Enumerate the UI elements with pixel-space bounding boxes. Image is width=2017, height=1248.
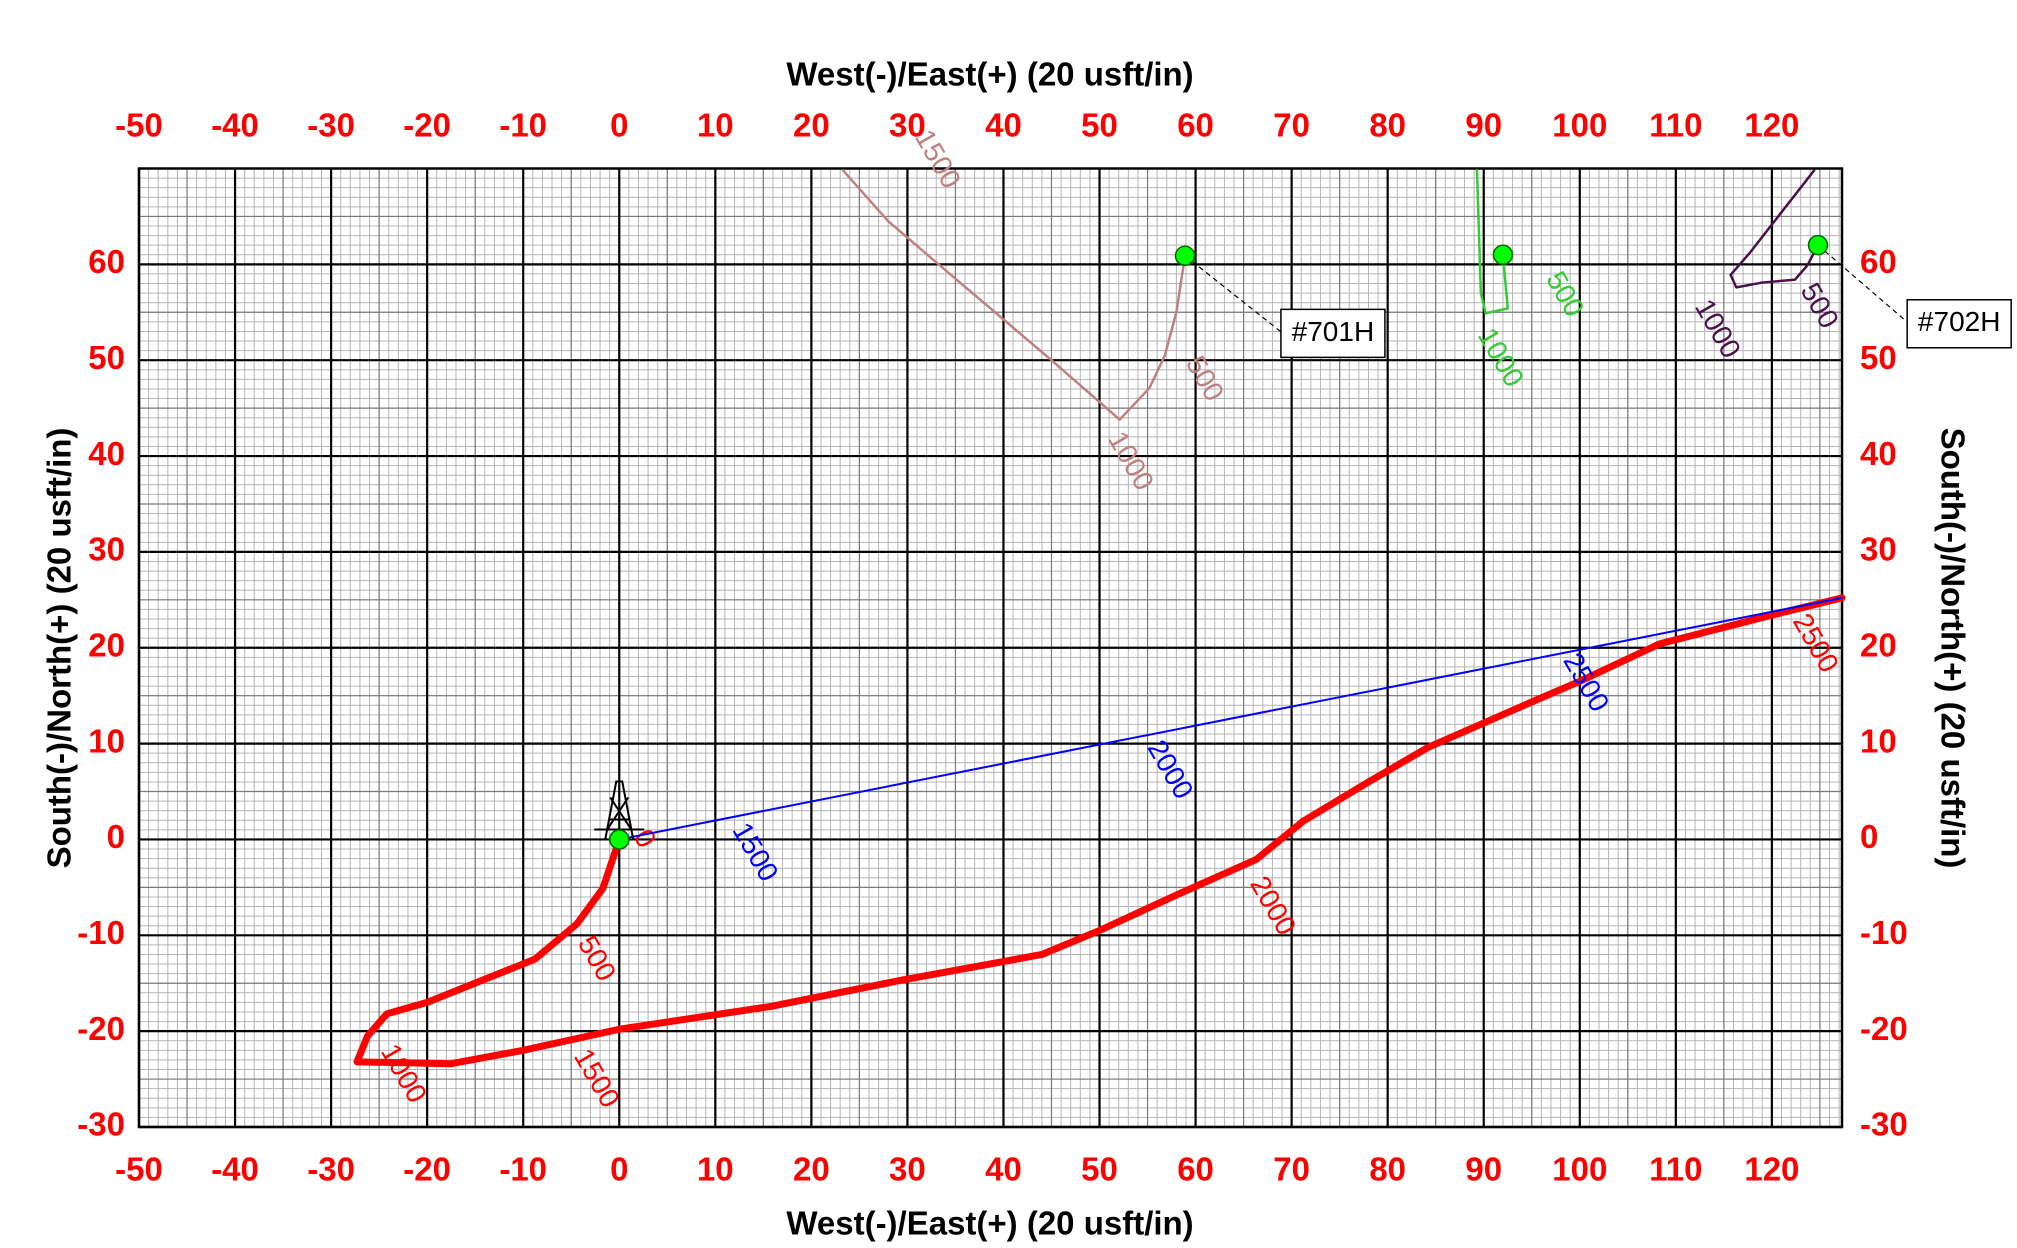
well-path [1475, 169, 1509, 315]
x-tick-label-top: 50 [1081, 107, 1118, 144]
x-tick-label-top: 0 [610, 107, 628, 144]
y-tick-label-right: 20 [1860, 626, 1897, 663]
x-tick-label-top: 30 [889, 107, 926, 144]
x-tick-label-bottom: 30 [889, 1151, 926, 1188]
y-tick-label-left: -20 [77, 1010, 125, 1047]
target-marker [609, 829, 630, 850]
x-tick-label-bottom: 40 [985, 1151, 1022, 1188]
x-tick-label-bottom: 10 [697, 1151, 734, 1188]
y-tick-label-right: 30 [1860, 531, 1897, 568]
x-tick-label-top: 10 [697, 107, 734, 144]
well-path [353, 594, 1846, 1068]
x-tick-label-top: 60 [1177, 107, 1214, 144]
depth-label: 1000 [1689, 294, 1747, 363]
x-tick-label-top: -40 [211, 107, 259, 144]
depth-label: 500 [1795, 277, 1845, 333]
target-marker [1807, 234, 1829, 256]
x-tick-label-bottom: -50 [115, 1151, 163, 1188]
x-tick-label-bottom: 60 [1177, 1151, 1214, 1188]
x-axis-title-top: West(-)/East(+) (20 usft/in) [786, 56, 1193, 93]
depth-label: 1000 [375, 1039, 433, 1108]
y-tick-label-left: -10 [77, 914, 125, 951]
depth-label: 500 [1180, 350, 1230, 406]
rig-derrick [594, 780, 645, 840]
target-marker [1492, 244, 1514, 266]
x-axis-title-bottom: West(-)/East(+) (20 usft/in) [786, 1205, 1193, 1242]
x-tick-label-bottom: -10 [499, 1151, 547, 1188]
well-path [841, 169, 1187, 421]
x-tick-label-bottom: 90 [1465, 1151, 1502, 1188]
y-tick-label-left: 30 [88, 531, 125, 568]
leader-line [1184, 255, 1284, 334]
x-tick-label-top: -20 [403, 107, 451, 144]
x-tick-label-bottom: 20 [793, 1151, 830, 1188]
y-tick-label-right: 60 [1860, 243, 1897, 280]
y-tick-label-left: 10 [88, 722, 125, 759]
y-tick-label-right: 40 [1860, 435, 1897, 472]
depth-label: 1500 [909, 124, 967, 193]
well-label: #701H [1292, 316, 1375, 347]
y-tick-label-right: 50 [1860, 339, 1897, 376]
target-marker [1174, 245, 1196, 266]
x-tick-label-top: 110 [1649, 107, 1702, 144]
y-tick-label-right: 0 [1860, 818, 1878, 855]
y-tick-label-left: -30 [77, 1106, 125, 1143]
x-tick-label-bottom: 80 [1369, 1151, 1406, 1188]
x-tick-label-top: 120 [1744, 107, 1799, 144]
depth-label: 2500 [1557, 647, 1615, 716]
x-tick-label-bottom: 70 [1273, 1151, 1310, 1188]
x-tick-label-top: 70 [1273, 107, 1310, 144]
x-tick-label-bottom: 0 [610, 1151, 628, 1188]
x-tick-label-bottom: 120 [1744, 1151, 1799, 1188]
well-path [1729, 169, 1820, 289]
y-tick-label-right: 10 [1860, 722, 1897, 759]
y-tick-label-left: 50 [88, 339, 125, 376]
plot-frame [137, 167, 1844, 1129]
leader-line [1817, 244, 1910, 325]
x-tick-label-top: -50 [115, 107, 163, 144]
y-tick-label-right: -20 [1860, 1010, 1908, 1047]
x-tick-label-bottom: -20 [403, 1151, 451, 1188]
depth-label: 1500 [727, 817, 785, 886]
x-tick-label-top: 20 [793, 107, 830, 144]
depth-label: 500 [572, 930, 622, 986]
well-label: #702H [1918, 306, 2001, 337]
y-tick-label-left: 40 [88, 435, 125, 472]
y-axis-title-right: South(-)/North(+) (20 usft/in) [1934, 428, 1971, 869]
well-label-box [1280, 308, 1386, 359]
x-tick-label-top: 80 [1369, 107, 1406, 144]
x-tick-label-bottom: -30 [307, 1151, 355, 1188]
x-tick-label-top: 90 [1465, 107, 1502, 144]
x-tick-label-bottom: -40 [211, 1151, 259, 1188]
y-tick-label-left: 20 [88, 626, 125, 663]
x-tick-label-top: 100 [1552, 107, 1607, 144]
y-tick-label-left: 0 [107, 818, 125, 855]
x-tick-label-top: 40 [985, 107, 1022, 144]
depth-label: 2000 [1142, 735, 1200, 804]
x-tick-label-top: -10 [499, 107, 547, 144]
y-tick-label-right: -10 [1860, 914, 1908, 951]
rig-icon [594, 780, 645, 840]
depth-label: 1000 [1472, 323, 1530, 392]
well-label-box [1906, 299, 2012, 349]
x-tick-label-top: -30 [307, 107, 355, 144]
y-tick-label-left: 60 [88, 243, 125, 280]
y-axis-title-left: South(-)/North(+) (20 usft/in) [41, 428, 78, 869]
x-tick-label-bottom: 50 [1081, 1151, 1118, 1188]
depth-label: 1500 [568, 1043, 626, 1112]
x-tick-label-bottom: 110 [1649, 1151, 1702, 1188]
x-tick-label-bottom: 100 [1552, 1151, 1607, 1188]
well-path [618, 596, 1843, 841]
y-tick-label-right: -30 [1860, 1106, 1908, 1143]
